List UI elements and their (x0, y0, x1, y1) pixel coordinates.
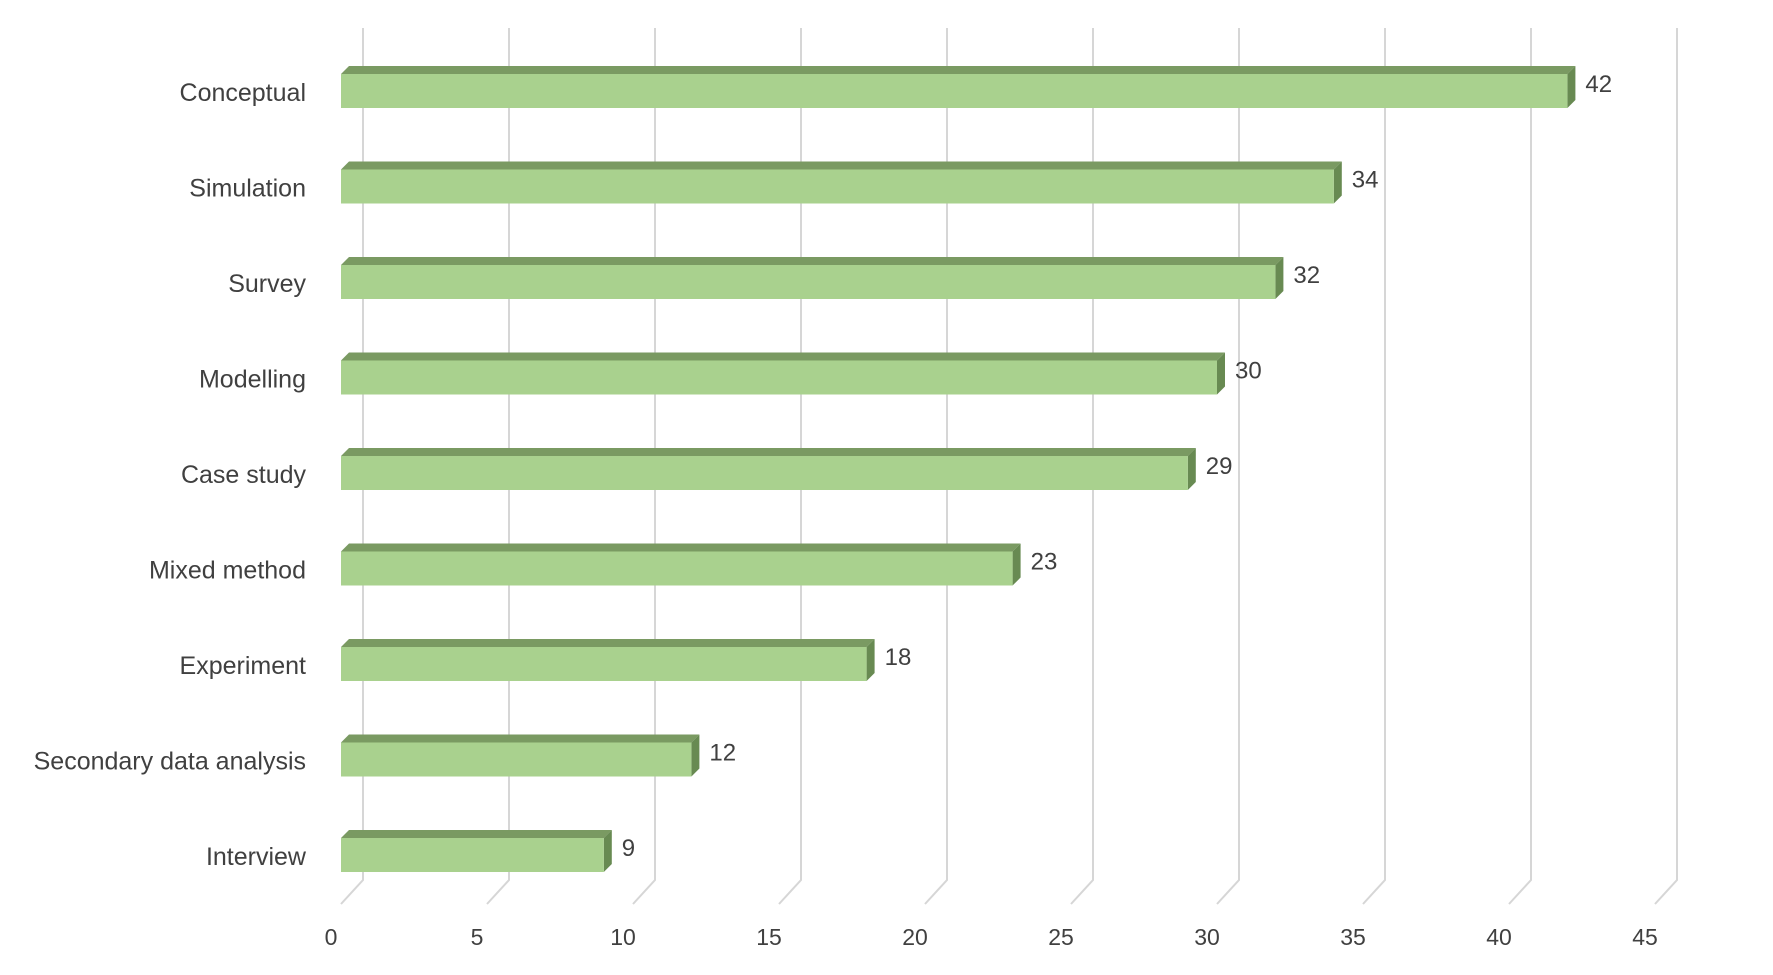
category-label: Case study (181, 461, 307, 489)
x-axis-tick-labels: 0 5 10 15 20 25 30 35 40 45 (325, 924, 1658, 950)
bar-side-face (1187, 448, 1196, 490)
bar-side-face (1567, 66, 1576, 108)
data-label: 18 (885, 644, 912, 671)
bar-top-face (341, 830, 612, 838)
data-label: 42 (1585, 71, 1612, 98)
bar-top-face (341, 352, 1225, 361)
category-label: Survey (228, 270, 306, 298)
x-tick-label: 0 (325, 924, 338, 950)
bar-side-face (603, 830, 612, 872)
gridline (1216, 28, 1240, 905)
bar (341, 169, 1334, 204)
bar-top-face (341, 543, 1021, 552)
gridline (924, 28, 948, 905)
gridline (1654, 28, 1678, 905)
category-labels: Conceptual Simulation Survey Modelling Case … (34, 79, 307, 871)
data-label: 23 (1031, 549, 1058, 576)
x-tick-label: 30 (1194, 924, 1220, 950)
category-label: Secondary data analysis (34, 748, 306, 776)
bar-side-face (866, 639, 875, 681)
category-label: Modelling (199, 366, 306, 394)
bar-side-face (1217, 352, 1225, 395)
bar-top-face (341, 257, 1284, 265)
x-tick-label: 10 (610, 924, 636, 950)
gridline (340, 28, 364, 905)
x-tick-label: 35 (1340, 924, 1366, 950)
x-tick-label: 5 (471, 924, 484, 950)
category-label: Experiment (180, 652, 306, 680)
gridline (1508, 28, 1532, 905)
data-label: 32 (1293, 262, 1320, 289)
bar-top-face (341, 66, 1576, 74)
category-label: Simulation (189, 175, 306, 203)
x-tick-label: 25 (1048, 924, 1074, 950)
bar (341, 456, 1188, 490)
data-label: 12 (709, 740, 736, 767)
bar (341, 647, 867, 681)
bar-side-face (1275, 257, 1284, 299)
gridline (1362, 28, 1386, 905)
bar-top-face (341, 448, 1196, 456)
bar (341, 551, 1013, 586)
data-label: 34 (1352, 167, 1379, 194)
data-label: 29 (1206, 453, 1233, 480)
bar (341, 360, 1217, 395)
bar-side-face (1012, 543, 1021, 586)
category-label: Conceptual (180, 79, 306, 107)
x-tick-label: 40 (1486, 924, 1512, 950)
gridline (486, 28, 510, 905)
bar-top-face (341, 161, 1342, 170)
data-label: 9 (622, 835, 635, 862)
gridlines (340, 28, 1678, 905)
x-tick-label: 45 (1632, 924, 1658, 950)
bar (341, 838, 604, 872)
category-label: Interview (206, 843, 307, 871)
bar (341, 742, 692, 777)
x-tick-label: 20 (902, 924, 928, 950)
gridline (1070, 28, 1094, 905)
data-label: 30 (1235, 358, 1262, 385)
gridline (632, 28, 656, 905)
bar-side-face (691, 734, 700, 777)
x-tick-label: 15 (756, 924, 782, 950)
bars (341, 66, 1576, 872)
bar-top-face (341, 734, 700, 743)
bar (341, 265, 1276, 299)
bar (341, 74, 1568, 108)
gridline (778, 28, 802, 905)
bar-side-face (1333, 161, 1342, 204)
data-labels: 42 34 32 30 29 23 18 12 9 (622, 71, 1612, 862)
bar-top-face (341, 639, 875, 647)
category-label: Mixed method (149, 557, 306, 585)
